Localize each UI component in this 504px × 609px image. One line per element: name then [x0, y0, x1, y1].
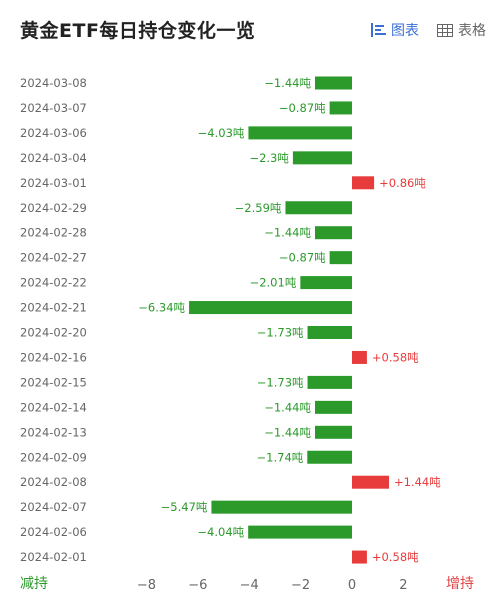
x-tick-label: 0 — [348, 578, 356, 593]
tab-chart-label: 图表 — [391, 23, 419, 39]
bar — [285, 201, 352, 215]
bar — [300, 276, 352, 290]
value-label: −5.47吨 — [161, 500, 208, 514]
value-label: −1.44吨 — [264, 400, 311, 414]
category-label: 2024-02-01 — [20, 550, 87, 564]
category-label: 2024-02-20 — [20, 326, 87, 340]
category-label: 2024-03-04 — [20, 151, 87, 165]
bar — [248, 126, 352, 140]
value-label: −2.3吨 — [249, 151, 289, 165]
value-label: +0.86吨 — [379, 176, 426, 190]
category-label: 2024-02-16 — [20, 350, 87, 364]
bar — [292, 151, 352, 165]
category-label: 2024-02-15 — [20, 375, 87, 389]
category-label: 2024-02-13 — [20, 425, 87, 439]
view-tabs: 图表 表格 — [371, 20, 486, 40]
bar — [211, 500, 352, 514]
bar — [352, 550, 367, 564]
value-label: −4.04吨 — [197, 525, 244, 539]
value-label: −2.59吨 — [235, 201, 282, 215]
bar — [314, 76, 352, 90]
category-label: 2024-02-27 — [20, 251, 87, 265]
value-label: +0.58吨 — [372, 350, 419, 364]
category-label: 2024-02-14 — [20, 400, 87, 414]
category-label: 2024-02-29 — [20, 201, 87, 215]
value-label: −0.87吨 — [279, 251, 326, 265]
category-label: 2024-02-22 — [20, 276, 87, 290]
x-tick-label: −2 — [291, 578, 310, 593]
bar — [329, 251, 352, 265]
bar — [352, 350, 367, 364]
value-label: −1.73吨 — [257, 375, 304, 389]
bar — [314, 425, 352, 439]
value-label: −1.44吨 — [264, 76, 311, 90]
category-label: 2024-03-06 — [20, 126, 87, 140]
value-label: −0.87吨 — [279, 101, 326, 115]
value-label: −1.44吨 — [264, 226, 311, 240]
category-label: 2024-02-08 — [20, 475, 87, 489]
decrease-label: 减持 — [20, 576, 48, 592]
value-label: +1.44吨 — [394, 475, 441, 489]
bar — [189, 301, 352, 315]
category-label: 2024-02-28 — [20, 226, 87, 240]
category-label: 2024-03-01 — [20, 176, 87, 190]
bar — [248, 525, 352, 539]
value-label: −1.44吨 — [264, 425, 311, 439]
bar-chart-icon — [371, 23, 386, 37]
value-label: −2.01吨 — [250, 276, 297, 290]
category-label: 2024-03-07 — [20, 101, 87, 115]
category-label: 2024-02-07 — [20, 500, 87, 514]
bar — [352, 176, 375, 190]
bar — [314, 400, 352, 414]
x-tick-label: −8 — [137, 578, 156, 593]
category-label: 2024-03-08 — [20, 76, 87, 90]
category-label: 2024-02-21 — [20, 301, 87, 315]
tab-chart[interactable]: 图表 — [371, 20, 419, 40]
page-title: 黄金ETF每日持仓变化一览 — [20, 20, 256, 42]
bar — [314, 226, 352, 240]
bar — [329, 101, 352, 115]
tab-table-label: 表格 — [458, 23, 486, 39]
increase-label: 增持 — [446, 576, 474, 592]
value-label: +0.58吨 — [372, 550, 419, 564]
tab-table[interactable]: 表格 — [437, 20, 486, 40]
x-tick-label: −4 — [240, 578, 259, 593]
bar — [307, 326, 352, 339]
value-label: −1.74吨 — [257, 450, 304, 464]
value-label: −1.73吨 — [257, 326, 304, 340]
x-tick-label: 2 — [399, 578, 407, 593]
bar — [352, 475, 390, 489]
bar — [307, 375, 352, 389]
category-label: 2024-02-09 — [20, 450, 87, 464]
category-label: 2024-02-06 — [20, 525, 87, 539]
bar — [307, 450, 352, 464]
value-label: −4.03吨 — [198, 126, 245, 140]
value-label: −6.34吨 — [138, 301, 185, 315]
table-icon — [437, 23, 453, 37]
x-tick-label: −6 — [188, 578, 207, 593]
